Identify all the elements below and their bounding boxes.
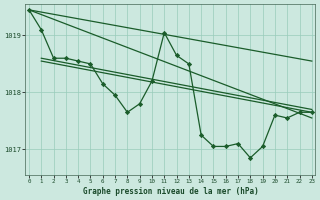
X-axis label: Graphe pression niveau de la mer (hPa): Graphe pression niveau de la mer (hPa) — [83, 187, 258, 196]
